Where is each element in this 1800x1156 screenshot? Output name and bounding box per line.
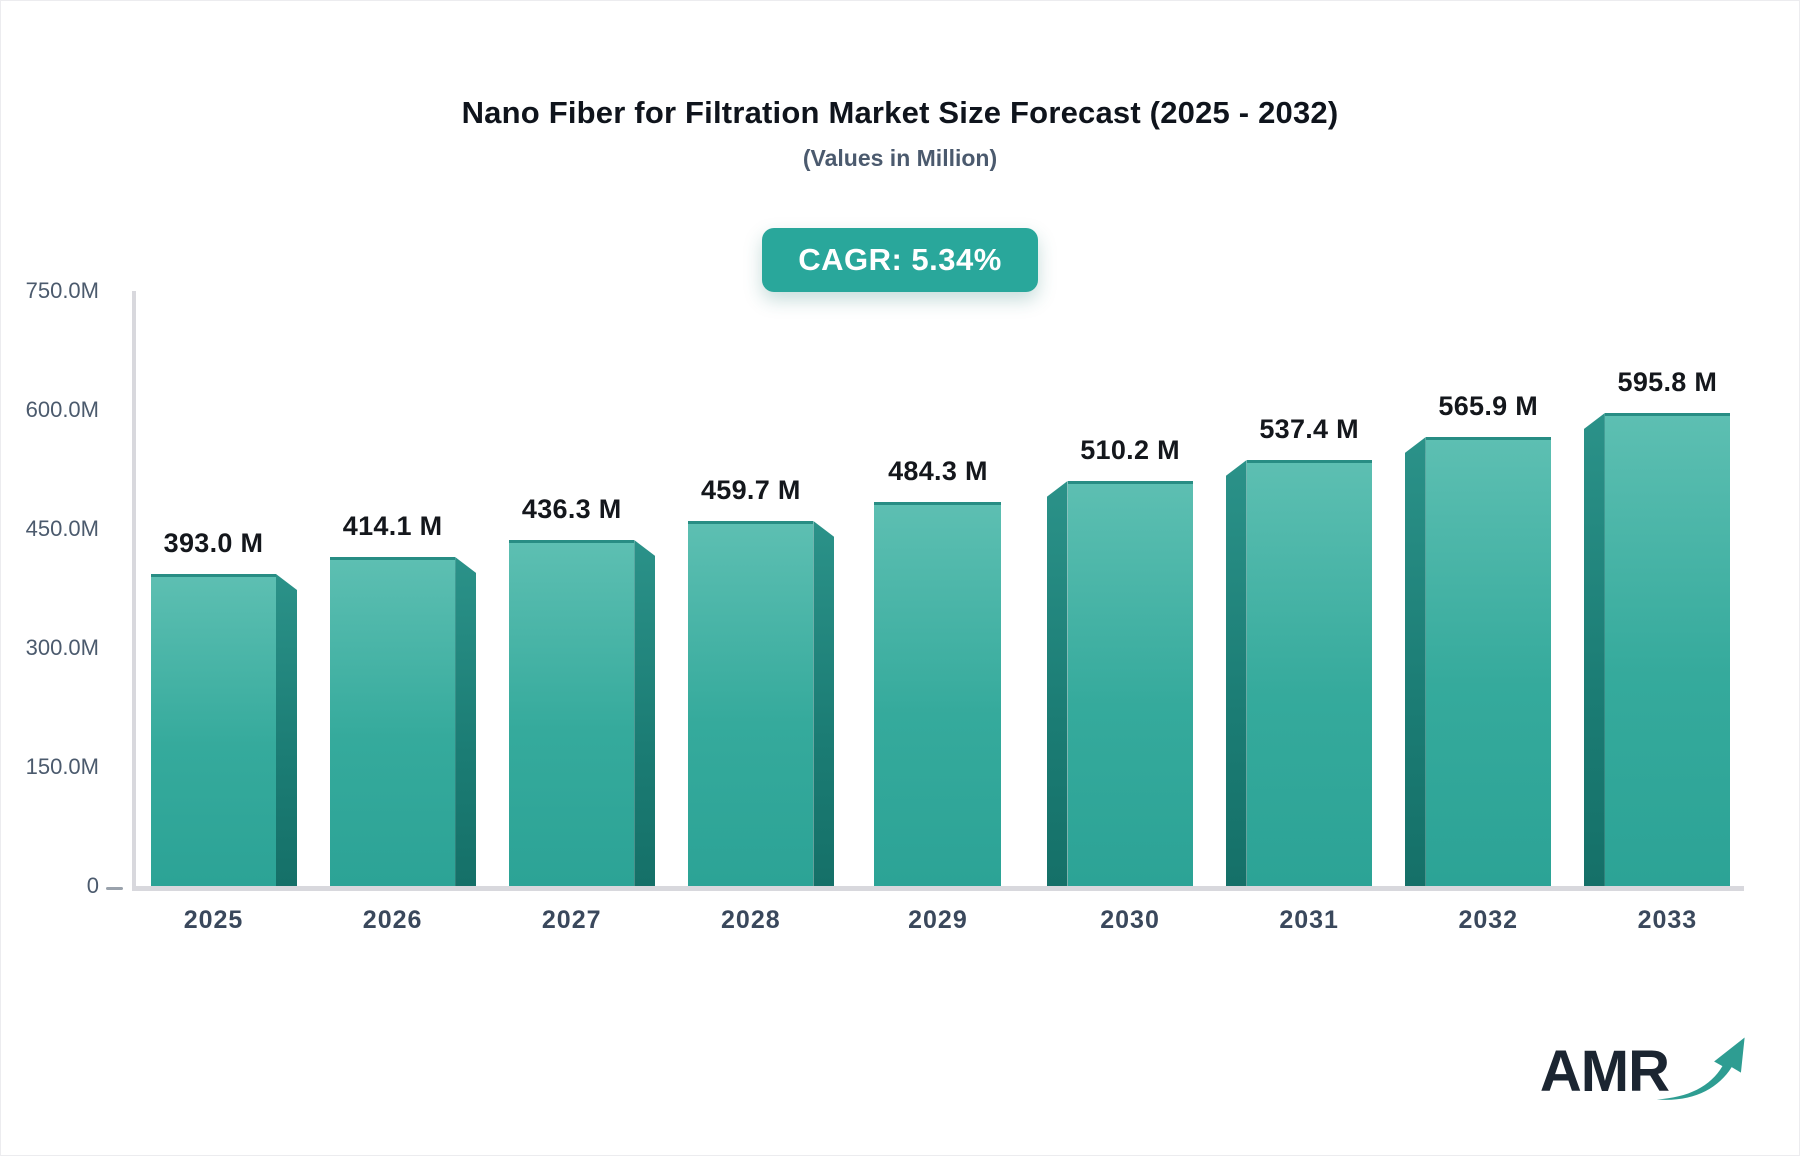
x-axis-tick-label: 2026 <box>362 906 423 934</box>
x-axis-tick-label: 2027 <box>541 906 602 934</box>
bar-side-2028 <box>813 521 835 886</box>
bar-value-label: 565.9 M <box>1438 391 1539 421</box>
chart-title: Nano Fiber for Filtration Market Size Fo… <box>461 95 1339 130</box>
y-axis-tick-label: 750.0M <box>25 278 99 303</box>
bar-value-label: 393.0 M <box>163 528 264 558</box>
bar-value-label: 510.2 M <box>1080 435 1180 465</box>
bar-value-label: 537.4 M <box>1259 414 1359 444</box>
x-axis-tick-label: 2028 <box>721 906 781 934</box>
x-axis-tick-label: 2032 <box>1458 906 1519 934</box>
y-axis-tick-label: 600.0M <box>25 397 99 422</box>
bar-2027 <box>509 540 635 886</box>
bar-value-label: 484.3 M <box>888 456 988 486</box>
chart-header: Nano Fiber for Filtration Market Size Fo… <box>1 1 1799 292</box>
bar-value-label: 459.7 M <box>700 475 801 505</box>
bar-2031 <box>1246 460 1372 886</box>
y-axis-tick-label: 150.0M <box>25 754 99 779</box>
y-axis-line <box>132 291 136 891</box>
bar-value-label: 414.1 M <box>342 511 443 541</box>
bar-side-2025 <box>276 574 297 886</box>
bar-2033 <box>1604 413 1730 886</box>
y-axis-tick-label: 450.0M <box>25 516 99 541</box>
bar-side-2027 <box>634 540 656 886</box>
bar-side-2030 <box>1046 481 1068 886</box>
bar-2028 <box>688 521 814 886</box>
x-axis-tick-label: 2029 <box>908 906 968 934</box>
amr-logo: AMR <box>1540 1031 1751 1111</box>
x-axis-tick-label: 2033 <box>1637 906 1698 934</box>
bar-side-2032 <box>1404 437 1426 886</box>
growth-arrow-icon <box>1656 1037 1745 1100</box>
bar-value-label: 436.3 M <box>521 494 622 524</box>
bar-side-2026 <box>455 557 477 886</box>
y-axis-zero-tick <box>106 887 123 890</box>
x-axis-tick-label: 2025 <box>183 906 244 934</box>
bar-side-2031 <box>1225 460 1247 886</box>
bar-side-2033 <box>1583 413 1605 886</box>
x-axis-tick-label: 2031 <box>1279 906 1339 934</box>
amr-logo-text: AMR <box>1539 1038 1670 1104</box>
chart-subtitle: (Values in Million) <box>802 145 998 171</box>
bar-2030 <box>1067 481 1193 886</box>
bar-2032 <box>1425 437 1551 886</box>
bar-2029 <box>874 502 1002 886</box>
bar-2026 <box>330 557 456 886</box>
bar-value-label: 595.8 M <box>1617 367 1718 397</box>
y-axis-tick-label: 0 <box>86 873 99 898</box>
x-axis-tick-label: 2030 <box>1100 906 1160 934</box>
bar-2025 <box>151 574 276 886</box>
cagr-badge: CAGR: 5.34% <box>762 228 1038 292</box>
y-axis-tick-label: 300.0M <box>25 635 99 660</box>
x-axis-line <box>132 886 1744 891</box>
